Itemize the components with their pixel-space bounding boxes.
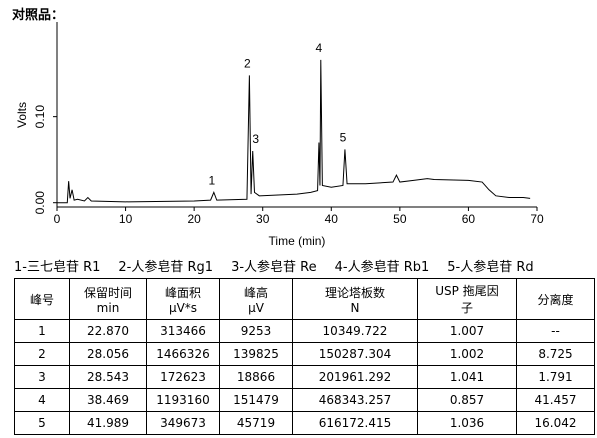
cell: 41.457 bbox=[516, 388, 595, 412]
cell: 1.041 bbox=[417, 365, 517, 389]
cell: 139825 bbox=[219, 342, 293, 366]
peak-label: 4 bbox=[315, 41, 322, 55]
y-tick-label: 0.00 bbox=[33, 191, 47, 215]
x-tick-label: 60 bbox=[462, 212, 476, 226]
cell: 1 bbox=[14, 319, 70, 343]
cell: 1.002 bbox=[417, 342, 517, 366]
peak-label: 2 bbox=[244, 56, 251, 70]
header-cell: USP 拖尾因子 bbox=[417, 278, 517, 320]
header-text: 理论塔板数 bbox=[324, 285, 385, 300]
cell: 16.042 bbox=[516, 411, 595, 435]
cell: 1.036 bbox=[417, 411, 517, 435]
cell: 5 bbox=[14, 411, 70, 435]
x-tick-label: 20 bbox=[187, 212, 201, 226]
cell: -- bbox=[516, 319, 595, 343]
cell: 18866 bbox=[219, 365, 293, 389]
cell: 3 bbox=[14, 365, 70, 389]
cell: 8.725 bbox=[516, 342, 595, 366]
header-text: 保留时间 bbox=[83, 285, 132, 300]
header-text: 峰高 bbox=[243, 285, 268, 300]
header-cell: 理论塔板数 N bbox=[292, 278, 418, 320]
cell: 349673 bbox=[146, 411, 220, 435]
y-tick-label: 0.10 bbox=[33, 105, 47, 129]
cell: 22.870 bbox=[69, 319, 147, 343]
cell: 2 bbox=[14, 342, 70, 366]
cell: 28.056 bbox=[69, 342, 147, 366]
cell: 468343.257 bbox=[292, 388, 418, 412]
x-tick-label: 10 bbox=[119, 212, 133, 226]
legend-entry: 3-人参皂苷 Re bbox=[231, 260, 317, 275]
cell: 28.543 bbox=[69, 365, 147, 389]
x-tick-label: 30 bbox=[256, 212, 270, 226]
cell: 172623 bbox=[146, 365, 220, 389]
cell: 1.791 bbox=[516, 365, 595, 389]
cell: 41.989 bbox=[69, 411, 147, 435]
peak-label: 1 bbox=[208, 173, 215, 187]
peak-legend: 1-三七皂苷 R1 2-人参皂苷 Rg1 3-人参皂苷 Re 4-人参皂苷 Rb1 5-… bbox=[14, 256, 552, 275]
x-axis-title: Time (min) bbox=[269, 234, 326, 248]
x-tick-label: 0 bbox=[54, 212, 61, 226]
cell: 4 bbox=[14, 388, 70, 412]
header-text: USP 拖尾因 bbox=[435, 284, 499, 298]
x-tick-label: 50 bbox=[393, 212, 407, 226]
header-text: 分离度 bbox=[537, 292, 574, 307]
cell: 616172.415 bbox=[292, 411, 418, 435]
legend-entry: 1-三七皂苷 R1 bbox=[14, 260, 101, 275]
header-cell: 峰号 bbox=[14, 278, 70, 320]
header-cell: 保留时间 min bbox=[69, 278, 147, 320]
cell: 1193160 bbox=[146, 388, 220, 412]
peak-table: 峰号 保留时间 min 峰面积 μV*s 峰高 μV 理论塔板数 N USP 拖尾因子分离度 1 22… bbox=[14, 278, 595, 435]
peak-label: 3 bbox=[252, 132, 259, 146]
x-tick-label: 40 bbox=[325, 212, 339, 226]
cell: 201961.292 bbox=[292, 365, 418, 389]
trace bbox=[57, 59, 531, 204]
cell: 1.007 bbox=[417, 319, 517, 343]
x-tick-label: 70 bbox=[530, 212, 544, 226]
header-text: N bbox=[350, 300, 360, 315]
header-text: μV bbox=[248, 300, 264, 315]
heading: 对照品： bbox=[12, 8, 65, 23]
cell: 150287.304 bbox=[292, 342, 418, 366]
cell: 313466 bbox=[146, 319, 220, 343]
cell: 45719 bbox=[219, 411, 293, 435]
header-cell: 峰高 μV bbox=[219, 278, 293, 320]
header-text: 峰面积 bbox=[164, 285, 201, 300]
header-text: min bbox=[96, 300, 120, 315]
legend-entry: 5-人参皂苷 Rd bbox=[447, 260, 534, 275]
cell: 10349.722 bbox=[292, 319, 418, 343]
legend-entry: 2-人参皂苷 Rg1 bbox=[118, 260, 214, 275]
header-cell: 分离度 bbox=[516, 278, 595, 320]
header-text: 峰号 bbox=[29, 292, 54, 307]
header-text: μV*s bbox=[168, 300, 198, 315]
header-text: 子 bbox=[460, 301, 473, 315]
cell: 1466326 bbox=[146, 342, 220, 366]
cell: 9253 bbox=[219, 319, 293, 343]
cell: 38.469 bbox=[69, 388, 147, 412]
peak-label: 5 bbox=[340, 130, 347, 144]
header-cell: 峰面积 μV*s bbox=[146, 278, 220, 320]
cell: 151479 bbox=[219, 388, 293, 412]
chart: 0 10 20 30 40 50 60 70 0.00 0.10 Time (min) Volts 1 2… bbox=[15, 22, 544, 248]
legend-entry: 4-人参皂苷 Rb1 bbox=[334, 260, 430, 275]
y-axis-title: Volts bbox=[15, 102, 29, 128]
cell: 0.857 bbox=[417, 388, 517, 412]
